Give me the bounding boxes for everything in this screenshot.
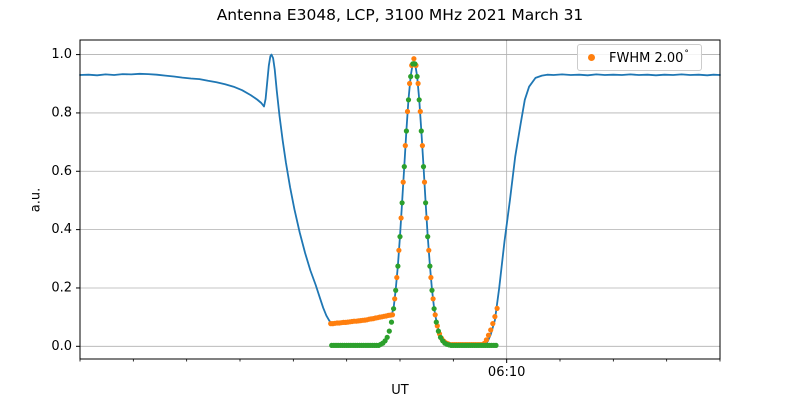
gaussian-fit-point xyxy=(423,200,429,206)
drift-scan-data-point xyxy=(392,296,398,302)
x-tick-label: 06:10 xyxy=(488,365,525,380)
drift-scan-data-point xyxy=(428,274,434,281)
drift-scan-data-point xyxy=(430,296,436,302)
y-tick-label: 0.4 xyxy=(51,222,72,237)
plot-spines xyxy=(79,39,721,360)
gaussian-fit-point xyxy=(391,306,397,312)
drift-scan-data-point xyxy=(426,247,432,253)
drift-scan-data-point xyxy=(494,305,500,311)
drift-scan-data-point xyxy=(396,247,402,253)
axes-layer: 0.0 0.2 0.4 0.6 0.8 1.0 06:10 xyxy=(51,39,721,380)
drift-scan-data-point xyxy=(415,80,421,87)
legend-label: FWHM 2.00° xyxy=(609,49,689,66)
gaussian-fit-point xyxy=(416,97,422,103)
gaussian-fit-point xyxy=(418,128,424,134)
gaussian-fit-point xyxy=(386,328,392,334)
gaussian-fit-point xyxy=(399,200,405,206)
drift-scan-data-point xyxy=(432,312,438,318)
drift-scan-data-point xyxy=(394,274,400,281)
y-tick-label: 0.6 xyxy=(51,164,72,179)
y-tick-label: 1.0 xyxy=(51,47,72,62)
drift-scan-data-point xyxy=(407,80,413,87)
antenna-signal-line xyxy=(79,53,721,347)
drift-scan-data-point xyxy=(424,215,430,221)
gaussian-fit-point xyxy=(433,319,439,325)
series-layer xyxy=(79,53,721,348)
gaussian-fit-point xyxy=(393,287,399,293)
gaussian-fit-point xyxy=(405,97,412,103)
drift-scan-data-point xyxy=(411,56,417,62)
y-axis-label: a.u. xyxy=(28,187,44,213)
x-axis-label: UT xyxy=(391,383,409,398)
drift-scan-data-point xyxy=(404,108,411,115)
drift-scan-data-point xyxy=(492,314,498,320)
chart-title: Antenna E3048, LCP, 3100 MHz 2021 March … xyxy=(216,6,584,24)
drift-scan-data-point xyxy=(421,179,428,185)
y-tick-label: 0.8 xyxy=(51,105,72,120)
gaussian-fit-point xyxy=(397,234,403,240)
legend-degree-unit: ° xyxy=(684,49,689,59)
gaussian-fit-point xyxy=(431,306,437,312)
drift-scan-data-point xyxy=(419,143,425,149)
gaussian-fit-point xyxy=(408,73,414,80)
gaussian-fit-point xyxy=(429,287,435,293)
gaussian-fit-point xyxy=(384,334,390,340)
gaussian-fit-point xyxy=(427,263,433,269)
legend-marker-dot-icon xyxy=(588,54,595,61)
drift-scan-data-point xyxy=(483,337,489,343)
drift-scan-data-point xyxy=(490,321,496,327)
gaussian-fit-point xyxy=(493,342,499,348)
drift-scan-data-point xyxy=(389,312,396,318)
gaussian-fit-point xyxy=(395,263,401,269)
gaussian-fit-point xyxy=(403,128,409,134)
y-tick-label: 0.0 xyxy=(51,339,72,354)
gaussian-fit-point xyxy=(412,61,418,67)
gaussian-fit-point xyxy=(435,328,441,334)
y-tick-label: 0.2 xyxy=(51,280,72,295)
legend: FWHM 2.00° xyxy=(577,44,702,71)
drift-scan-data-point xyxy=(400,179,406,185)
gaussian-fit-point xyxy=(414,73,420,80)
gaussian-fit-point xyxy=(425,234,431,240)
drift-scan-data-point xyxy=(485,332,492,338)
gaussian-fit-point xyxy=(420,164,427,170)
gaussian-fit-point xyxy=(401,164,407,170)
drift-scan-data-point xyxy=(402,143,408,149)
grid-layer xyxy=(80,40,720,359)
drift-scan-data-point xyxy=(488,327,494,333)
drift-scan-data-point xyxy=(398,215,404,221)
drift-scan-data-point xyxy=(417,108,423,115)
gaussian-fit-point xyxy=(388,319,395,325)
